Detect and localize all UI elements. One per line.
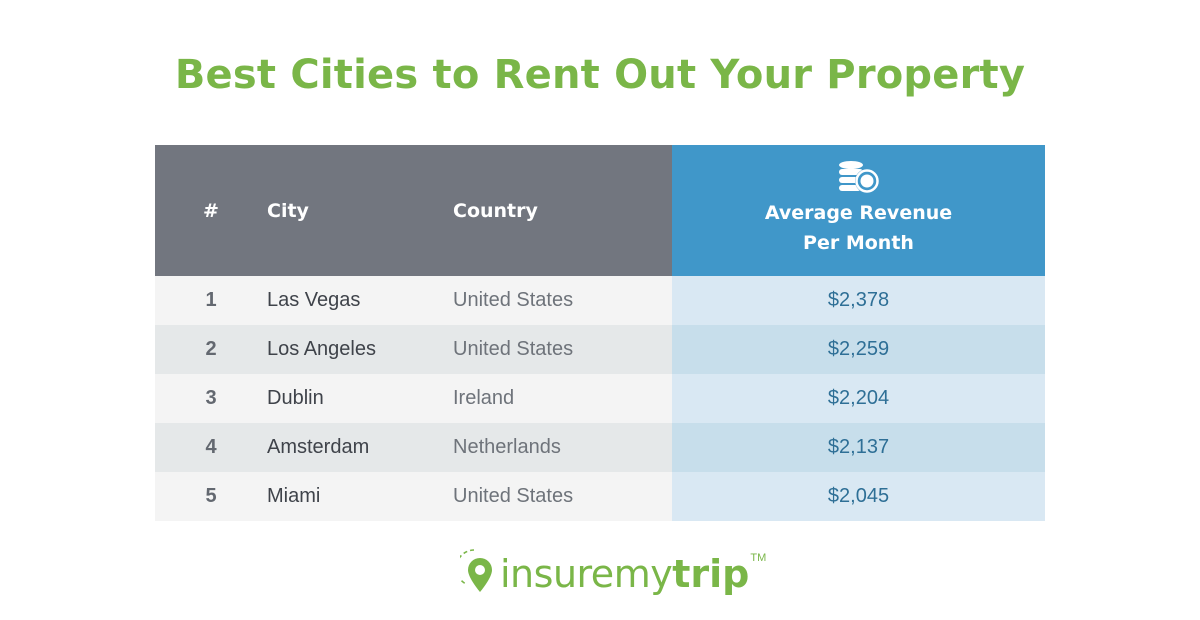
logo-text-insuremy: insuremy: [500, 552, 673, 596]
map-pin-icon: [460, 549, 492, 592]
header-revenue-line1: Average Revenue: [764, 201, 953, 224]
cell-rank: 1: [205, 289, 217, 311]
cell-revenue: $2,259: [672, 325, 1045, 374]
header-revenue-line2: Per Month: [803, 231, 914, 254]
table-row: 4 Amsterdam Netherlands $2,137: [155, 423, 1045, 472]
cell-revenue: $2,137: [672, 423, 1045, 472]
cell-rank: 5: [205, 485, 217, 507]
header-revenue: Average Revenue Per Month: [672, 145, 1045, 276]
cell-country: Ireland: [453, 387, 515, 409]
cell-country: United States: [453, 289, 574, 311]
cities-table: # City Country Average Revenue: [155, 145, 1045, 521]
cell-city: Las Vegas: [267, 289, 361, 311]
insuremytrip-logo: insuremy trip TM: [460, 540, 766, 596]
cell-rank: 2: [205, 338, 217, 360]
cell-city: Amsterdam: [267, 436, 370, 458]
cell-revenue: $2,378: [672, 276, 1045, 325]
header-rank: #: [203, 199, 219, 222]
header-country: Country: [453, 199, 538, 222]
trademark-symbol: TM: [750, 552, 767, 564]
logo-text-trip: trip: [672, 552, 750, 596]
cell-city: Miami: [267, 485, 321, 507]
table-row: 1 Las Vegas United States $2,378: [155, 276, 1045, 325]
page-title: Best Cities to Rent Out Your Property: [174, 52, 1026, 98]
cell-rank: 4: [205, 436, 217, 458]
cell-revenue: $2,045: [672, 472, 1045, 521]
table-row: 3 Dublin Ireland $2,204: [155, 374, 1045, 423]
table-header: # City Country Average Revenue: [155, 145, 1045, 276]
header-left-group: # City Country: [155, 145, 672, 276]
cell-country: Netherlands: [453, 436, 561, 458]
table-row: 5 Miami United States $2,045: [155, 472, 1045, 521]
cell-city: Los Angeles: [267, 338, 376, 360]
cell-country: United States: [453, 338, 574, 360]
cell-revenue: $2,204: [672, 374, 1045, 423]
table-row: 2 Los Angeles United States $2,259: [155, 325, 1045, 374]
cell-rank: 3: [205, 387, 217, 409]
coins-stack-icon: [838, 160, 879, 193]
header-city: City: [267, 199, 309, 222]
cell-city: Dublin: [267, 387, 324, 409]
cell-country: United States: [453, 485, 574, 507]
